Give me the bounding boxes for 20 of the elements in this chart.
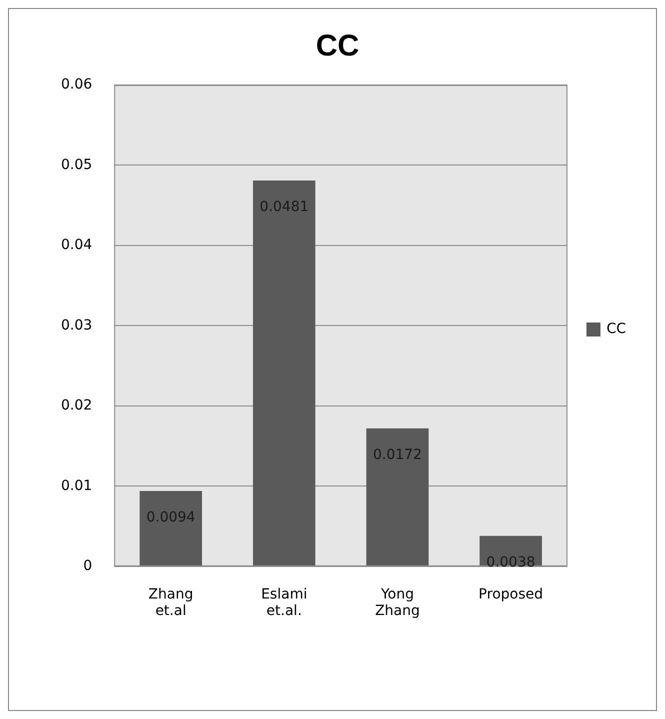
chart-title: CC <box>316 29 360 62</box>
data-label: 0.0038 <box>486 554 536 571</box>
x-tick-label: Proposed <box>478 586 544 602</box>
bar <box>140 490 202 566</box>
y-tick-label: 0.06 <box>61 76 92 93</box>
bar <box>252 180 316 566</box>
legend-label: CC <box>606 321 626 338</box>
data-label: 0.0172 <box>372 447 422 464</box>
y-tick-label: 0.03 <box>61 317 92 334</box>
x-tick-label: Eslami et.al. <box>261 586 308 620</box>
bar <box>366 428 429 566</box>
x-tick-label: Yong Zhang <box>375 586 420 620</box>
x-tick-label: Zhang et.al <box>148 586 194 620</box>
y-tick-label: 0 <box>83 558 92 574</box>
data-label: 0.0094 <box>146 510 196 526</box>
y-tick-label: 0.05 <box>61 156 92 173</box>
y-tick-label: 0.01 <box>61 478 92 494</box>
data-label: 0.0481 <box>260 199 309 216</box>
y-tick-label: 0.02 <box>61 398 92 414</box>
y-tick-label: 0.04 <box>61 237 92 254</box>
